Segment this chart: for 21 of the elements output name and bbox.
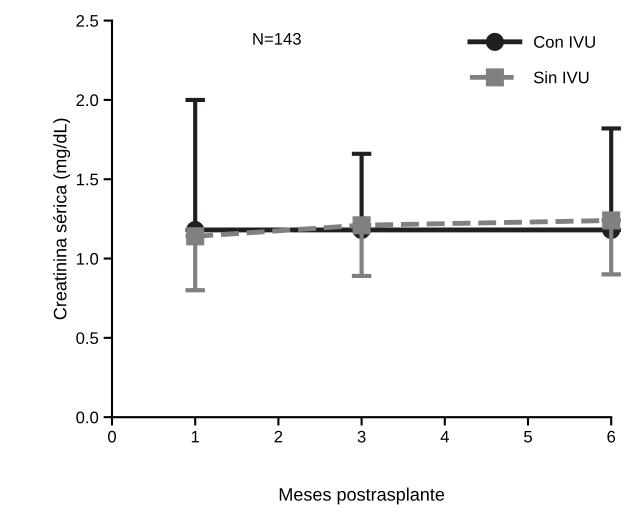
legend-label: Con IVU xyxy=(534,36,595,48)
point xyxy=(186,227,204,246)
x-tick-label: 2 xyxy=(274,430,282,442)
x-tick-label: 0 xyxy=(108,430,116,443)
x-tick-label: 6 xyxy=(607,430,616,443)
y-tick-label: 1.0 xyxy=(76,252,98,265)
x-tick-label: 4 xyxy=(440,430,449,442)
y-tick-label: 0.5 xyxy=(76,332,98,344)
y-tick-label: 0.0 xyxy=(76,412,98,424)
y-tick-label: 2.0 xyxy=(76,94,98,106)
y-axis-title: Creatinina sérica (mg/dL) xyxy=(53,118,70,320)
legend-label: Sin IVU xyxy=(534,71,588,84)
annotation: N=143 xyxy=(253,32,301,45)
point xyxy=(602,211,620,230)
x-tick-label: 3 xyxy=(358,430,366,443)
point xyxy=(352,216,371,234)
x-axis-title: Meses postrasplante xyxy=(280,488,444,504)
x-tick-label: 5 xyxy=(524,430,532,443)
x-tick-label: 1 xyxy=(192,430,200,442)
y-tick-label: 2.5 xyxy=(76,15,98,27)
y-tick-label: 1.5 xyxy=(76,174,98,186)
